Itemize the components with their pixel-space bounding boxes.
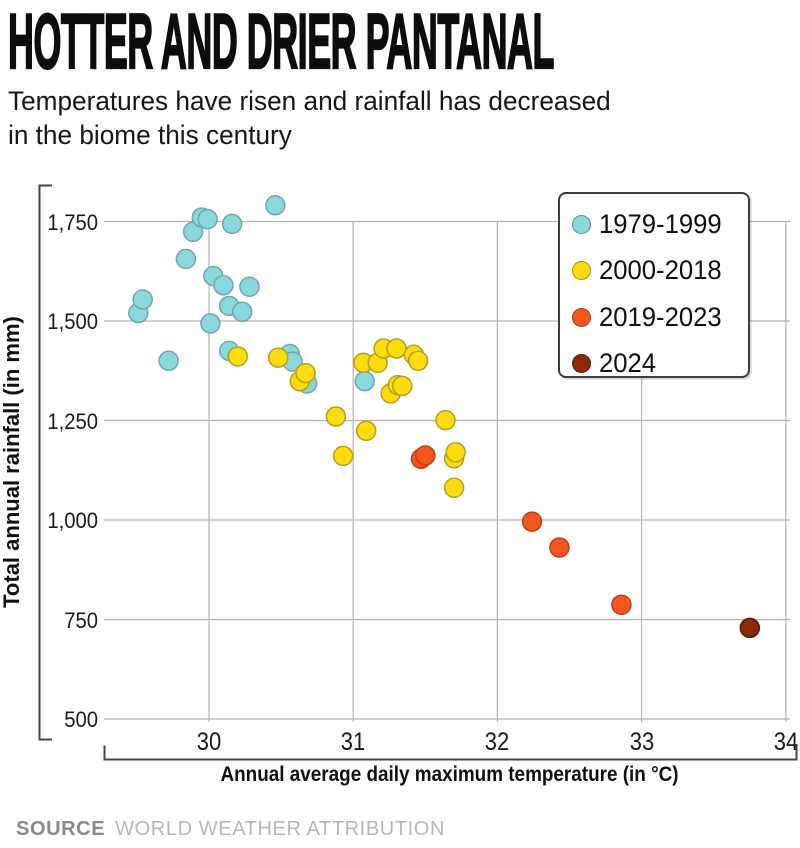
x-tick-label: 31: [340, 728, 366, 756]
legend-dot-icon: [572, 261, 591, 281]
x-axis-title: Annual average daily maximum temperature…: [220, 763, 680, 786]
data-point-2019-2023: [521, 511, 543, 532]
data-point-1979-1999: [200, 313, 221, 334]
legend-dot-icon: [572, 354, 591, 374]
y-tick-label: 500: [64, 707, 98, 732]
chart-subtitle: Temperatures have risen and rainfall has…: [8, 84, 611, 152]
data-point-2019-2023: [549, 537, 570, 558]
y-tick-label: 1,750: [47, 209, 98, 235]
legend-label: 2019-2023: [599, 301, 722, 332]
legend-item-2000-2018: 2000-2018: [572, 248, 748, 295]
data-point-1979-1999: [213, 274, 234, 296]
data-point-2019-2023: [611, 594, 632, 616]
data-point-1979-1999: [265, 194, 286, 216]
page-title: HOTTER AND DRIER PANTANAL: [7, 0, 554, 85]
data-point-2000-2018: [445, 442, 466, 463]
y-tick-label: 1,000: [47, 508, 98, 533]
data-point-2000-2018: [443, 477, 465, 499]
y-axis-line: [38, 184, 52, 741]
source-value: WORLD WEATHER ATTRIBUTION: [115, 818, 445, 840]
data-point-2000-2018: [391, 375, 413, 397]
legend-label: 1979-1999: [599, 208, 722, 239]
data-point-1979-1999: [239, 276, 260, 298]
data-point-1979-1999: [231, 301, 253, 323]
y-tick-label: 750: [64, 607, 98, 633]
data-point-2024: [739, 617, 761, 639]
source-line: SOURCE WORLD WEATHER ATTRIBUTION: [16, 818, 445, 841]
data-point-2000-2018: [386, 338, 407, 359]
source-label: SOURCE: [16, 818, 106, 840]
data-point-1979-1999: [158, 350, 179, 372]
legend-dot-icon: [572, 307, 591, 327]
data-point-2000-2018: [295, 362, 316, 384]
x-axis-line: [103, 745, 798, 761]
data-point-1979-1999: [221, 213, 243, 235]
data-point-1979-1999: [175, 248, 197, 270]
data-point-2019-2023: [415, 445, 436, 466]
legend-label: 2000-2018: [599, 255, 722, 286]
data-point-2000-2018: [435, 409, 456, 431]
data-point-2000-2018: [325, 406, 347, 427]
legend-item-1979-1999: 1979-1999: [572, 201, 748, 248]
data-point-1979-1999: [197, 208, 218, 230]
legend-label: 2024: [599, 348, 657, 379]
y-tick-label: 1,250: [47, 408, 98, 434]
data-point-2000-2018: [407, 350, 429, 372]
legend-dot-icon: [572, 214, 591, 234]
legend: 1979-1999 2000-2018 2019-2023 2024: [558, 192, 750, 378]
legend-item-2019-2023: 2019-2023: [572, 294, 748, 341]
data-point-2000-2018: [267, 347, 289, 368]
legend-item-2024: 2024: [572, 341, 748, 388]
x-tick-label: 32: [485, 728, 510, 756]
data-point-2000-2018: [355, 420, 377, 442]
x-tick-label: 30: [196, 728, 222, 756]
x-tick-label: 34: [773, 728, 799, 756]
subtitle-line-1: Temperatures have risen and rainfall has…: [8, 86, 611, 116]
data-point-2000-2018: [227, 346, 249, 367]
y-axis-title: Total annual rainfall (in mm): [0, 316, 24, 608]
y-tick-label: 1,500: [47, 309, 98, 334]
data-point-2000-2018: [332, 445, 354, 467]
subtitle-line-2: in the biome this century: [8, 120, 292, 150]
data-point-1979-1999: [132, 289, 153, 310]
data-point-1979-1999: [354, 370, 375, 392]
x-tick-label: 33: [629, 728, 654, 756]
